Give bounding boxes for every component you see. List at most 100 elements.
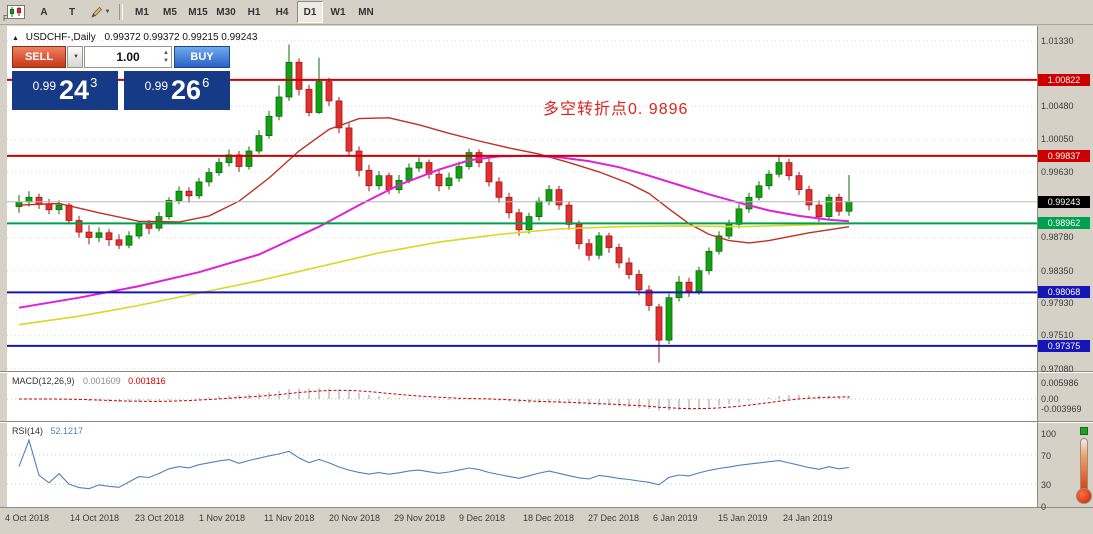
rsi-chart[interactable] <box>7 423 1037 507</box>
bear-candle <box>355 150 363 171</box>
panel-separator[interactable] <box>0 421 1093 422</box>
timeframe-button-m5[interactable]: M5 <box>163 6 177 18</box>
bull-candle <box>595 235 603 256</box>
price-tick: 0.98780 <box>1041 232 1074 242</box>
timeframe-button-mn[interactable]: MN <box>358 6 374 18</box>
collapse-panel-icon[interactable]: ▲ <box>12 35 19 42</box>
bull-candle <box>775 162 783 175</box>
rsi-line <box>18 438 850 490</box>
timeframe-button-m30[interactable]: M30 <box>216 6 236 18</box>
sell-price-sup: 3 <box>90 75 98 90</box>
text-tool-button[interactable]: T <box>59 1 85 23</box>
macd-main-value: 0.001609 <box>83 376 121 386</box>
price-tick: 0.97930 <box>1041 298 1074 308</box>
bear-candle <box>785 162 793 177</box>
price-tick: 1.01330 <box>1041 36 1074 46</box>
bear-candle <box>585 243 593 256</box>
bear-candle <box>635 274 643 291</box>
bear-candle <box>335 100 343 129</box>
bull-candle <box>55 204 63 211</box>
sell-price-display[interactable]: 0.99 24 3 <box>12 71 118 110</box>
bull-candle <box>845 201 853 212</box>
bear-candle <box>475 152 483 163</box>
bear-candle <box>505 196 513 214</box>
bear-candle <box>815 204 823 218</box>
bull-candle <box>415 162 423 169</box>
bull-candle <box>245 150 253 167</box>
timeframe-button-h1[interactable]: H1 <box>247 6 261 18</box>
toolbar-f-label: F <box>3 14 8 23</box>
bear-candle <box>305 88 313 113</box>
price-level-label-resistance-upper: 1.00822 <box>1038 74 1090 86</box>
bear-candle <box>565 204 573 225</box>
bear-candle <box>45 203 53 211</box>
bull-candle <box>375 175 383 187</box>
bear-candle <box>795 175 803 190</box>
bull-candle <box>165 199 173 217</box>
date-label: 1 Nov 2018 <box>199 513 246 523</box>
price-tick: 0.99630 <box>1041 167 1074 177</box>
bull-candle <box>205 172 213 183</box>
timeframe-button-h4[interactable]: H4 <box>275 6 289 18</box>
candlestick-chart-icon <box>7 5 25 19</box>
panel-separator[interactable] <box>0 371 1093 372</box>
date-label: 6 Jan 2019 <box>653 513 698 523</box>
volume-spinner[interactable]: ▲ ▼ <box>163 49 169 65</box>
candlestick-chart[interactable] <box>7 26 1037 371</box>
panel-separator-highlight <box>0 422 1093 423</box>
bull-candle <box>695 270 703 292</box>
macd-signal-value: 0.001816 <box>128 376 166 386</box>
macd-label: MACD(12,26,9) 0.001609 0.001816 <box>12 376 166 386</box>
bull-candle <box>215 162 223 174</box>
buy-price-display[interactable]: 0.99 26 6 <box>124 71 230 110</box>
bull-candle <box>825 196 833 218</box>
bull-candle <box>405 167 413 181</box>
price-tick: 1.00050 <box>1041 134 1074 144</box>
timeframe-button-d1[interactable]: D1 <box>297 1 323 23</box>
draw-tool-button[interactable]: ▼ <box>87 1 113 23</box>
toolbar-separator <box>119 4 123 20</box>
timeframe-button-m15[interactable]: M15 <box>188 6 208 18</box>
date-label: 18 Dec 2018 <box>523 513 575 523</box>
bull-candle <box>195 181 203 197</box>
rsi-panel[interactable] <box>7 423 1037 507</box>
macd-panel[interactable] <box>7 373 1037 421</box>
macd-tick: -0.003969 <box>1041 404 1082 414</box>
sell-button[interactable]: SELL <box>12 46 66 68</box>
bear-candle <box>325 81 333 102</box>
macd-chart[interactable] <box>7 373 1037 421</box>
date-label: 27 Dec 2018 <box>588 513 640 523</box>
spinner-down-icon[interactable]: ▼ <box>163 58 169 64</box>
sell-price-prefix: 0.99 <box>32 78 57 93</box>
chart-annotation: 多空转折点0. 9896 <box>543 101 689 118</box>
ma-fast-red <box>18 117 850 244</box>
bull-candle <box>445 177 453 187</box>
price-level-label-support-upper: 0.98068 <box>1038 286 1090 298</box>
buy-button[interactable]: BUY <box>174 46 230 68</box>
date-label: 9 Dec 2018 <box>459 513 506 523</box>
timeframe-button-m1[interactable]: M1 <box>135 6 149 18</box>
new-chart-button[interactable] <box>3 1 29 23</box>
date-label: 15 Jan 2019 <box>718 513 768 523</box>
bear-candle <box>185 190 193 197</box>
thermo-stem <box>1080 438 1088 490</box>
bear-candle <box>835 196 843 212</box>
bear-candle <box>115 239 123 246</box>
bear-candle <box>145 223 153 229</box>
chart-ohlc-values: 0.99372 0.99372 0.99215 0.99243 <box>104 32 258 43</box>
volume-input[interactable]: 1.00 ▲ ▼ <box>84 46 172 68</box>
date-label: 29 Nov 2018 <box>394 513 446 523</box>
spinner-up-icon[interactable]: ▲ <box>163 50 169 56</box>
volume-value: 1.00 <box>116 50 140 64</box>
macd-tick: 0.00 <box>1041 394 1059 404</box>
order-options-dropdown[interactable]: ▼ <box>67 46 83 68</box>
bull-candle <box>275 96 283 117</box>
bull-candle <box>535 200 543 217</box>
bear-candle <box>575 223 583 245</box>
bear-candle <box>515 212 523 231</box>
toolbar: A T ▼ M1 M5 M15 M30 H1 H4 D1 W1 MN <box>0 0 1093 25</box>
bull-candle <box>705 250 713 272</box>
timeframe-button-w1[interactable]: W1 <box>330 6 346 18</box>
one-click-trading-panel: SELL ▼ 1.00 ▲ ▼ BUY 0.99 24 3 0.99 26 6 <box>12 46 230 110</box>
cursor-tool-button[interactable]: A <box>31 1 57 23</box>
